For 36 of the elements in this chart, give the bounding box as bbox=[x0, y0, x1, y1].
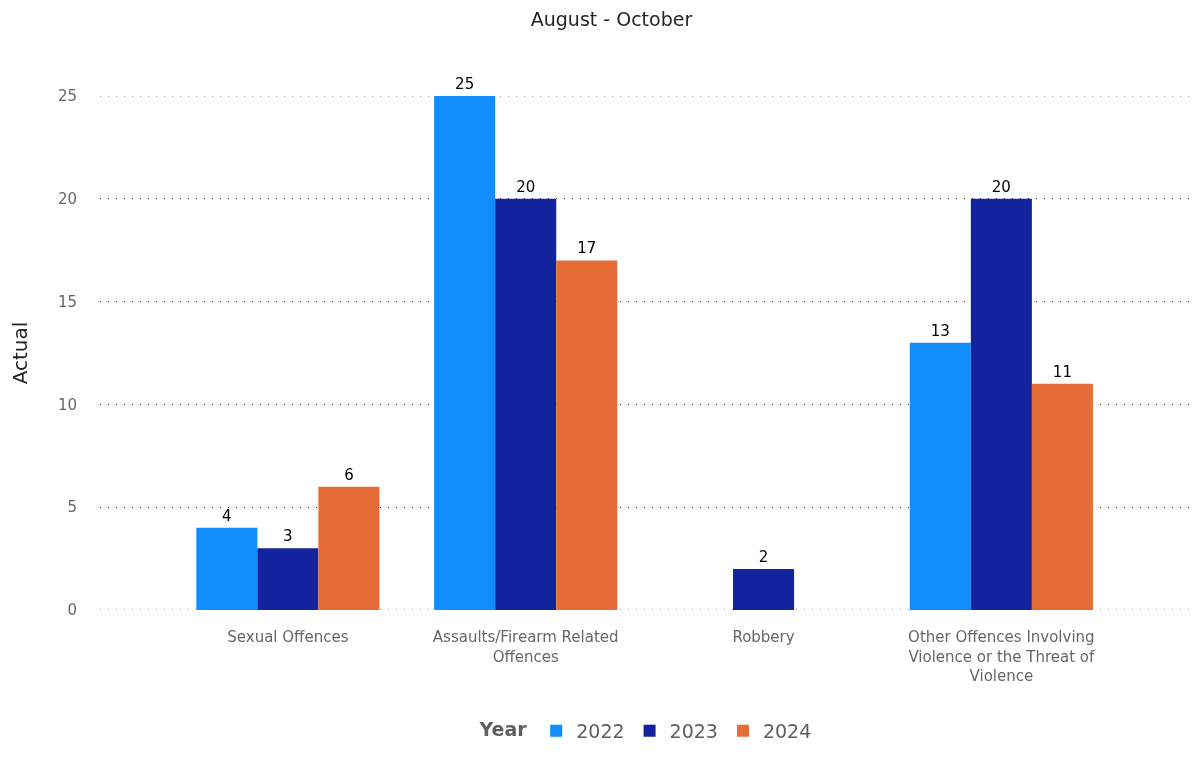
x-tick-label: Sexual Offences bbox=[227, 628, 349, 646]
data-label: 25 bbox=[455, 75, 475, 93]
bar bbox=[1031, 383, 1093, 610]
bar bbox=[495, 198, 557, 610]
data-label: 17 bbox=[577, 239, 597, 258]
data-label: 6 bbox=[344, 465, 354, 484]
legend-label: 2023 bbox=[669, 720, 718, 743]
y-tick-label: 0 bbox=[67, 601, 77, 620]
y-tick-label: 25 bbox=[57, 87, 77, 106]
x-tick-label: Other Offences Involving Violence or the Threat of Violence bbox=[908, 628, 1096, 685]
y-tick-label: 15 bbox=[57, 292, 77, 311]
data-label: 11 bbox=[1052, 362, 1072, 381]
data-label: 20 bbox=[991, 177, 1011, 196]
y-tick-label: 5 bbox=[67, 498, 77, 517]
data-label: 20 bbox=[516, 177, 536, 196]
data-label: 3 bbox=[283, 527, 293, 546]
bar bbox=[909, 342, 971, 610]
bar bbox=[733, 568, 795, 610]
x-tick-label: Robbery bbox=[732, 628, 795, 646]
legend-label: 2022 bbox=[576, 720, 625, 743]
bar bbox=[318, 486, 380, 610]
data-label: 13 bbox=[930, 321, 950, 340]
bar bbox=[196, 527, 258, 610]
x-tick-label: Assaults/Firearm Related Offences bbox=[432, 628, 619, 666]
bar bbox=[556, 260, 618, 610]
bar bbox=[257, 548, 319, 610]
bar bbox=[970, 198, 1032, 610]
chart-title: August - October bbox=[530, 7, 693, 30]
data-label: 2 bbox=[758, 547, 769, 566]
bar bbox=[434, 96, 496, 610]
legend-title: Year bbox=[478, 718, 528, 741]
legend-label: 2024 bbox=[762, 720, 812, 743]
y-axis-title: Actual bbox=[8, 321, 33, 385]
data-label: 4 bbox=[222, 506, 232, 525]
y-tick-label: 10 bbox=[57, 395, 77, 414]
y-tick-label: 20 bbox=[57, 190, 77, 209]
